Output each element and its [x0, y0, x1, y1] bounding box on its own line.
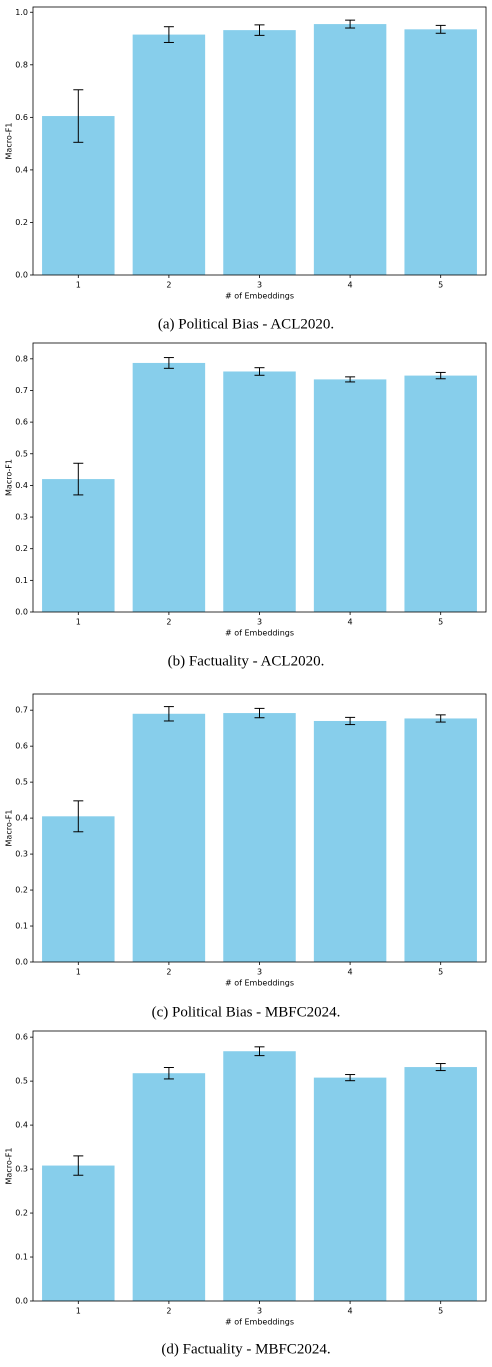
bar	[313, 379, 387, 612]
y-tick-label: 0.0	[15, 608, 28, 617]
bar	[42, 1165, 115, 1301]
y-tick-label: 0.0	[15, 1297, 28, 1306]
bar	[223, 713, 296, 962]
bar	[404, 29, 477, 276]
y-tick-label: 0.6	[15, 418, 28, 427]
x-tick-label: 3	[257, 1307, 262, 1316]
caption: (a) Political Bias - ACL2020.	[158, 316, 334, 332]
x-tick-label: 5	[438, 1307, 443, 1316]
x-tick-label: 2	[166, 281, 171, 290]
x-tick-label: 5	[438, 618, 443, 627]
x-tick-label: 1	[76, 618, 81, 627]
y-tick-label: 0.5	[15, 778, 28, 787]
y-tick-label: 0.7	[15, 386, 28, 395]
axes-frame	[32, 342, 487, 613]
y-tick-label: 0.4	[15, 481, 28, 490]
bar	[132, 1073, 206, 1301]
axes-frame	[32, 6, 487, 276]
bar	[313, 1077, 387, 1301]
x-tick-label: 3	[257, 618, 262, 627]
y-tick-label: 0.3	[15, 1165, 28, 1174]
x-tick-label: 1	[76, 281, 81, 290]
x-axis-label: # of Embeddings	[225, 979, 294, 988]
axes-frame	[32, 693, 487, 963]
y-tick-label: 0.8	[15, 354, 28, 363]
y-tick-label: 0.4	[15, 814, 28, 823]
x-axis-label: # of Embeddings	[225, 292, 294, 301]
y-tick-label: 0.3	[15, 850, 28, 859]
bar	[132, 34, 206, 276]
y-tick-label: 0.2	[15, 886, 28, 895]
x-tick-label: 4	[348, 618, 353, 627]
x-tick-label: 1	[76, 968, 81, 977]
y-axis-label: Macro-F1	[5, 1148, 14, 1185]
bar	[404, 718, 477, 962]
x-axis-label: # of Embeddings	[225, 1318, 294, 1327]
x-axis-label: # of Embeddings	[225, 629, 294, 638]
y-tick-label: 0.2	[15, 544, 28, 553]
x-tick-label: 4	[348, 1307, 353, 1316]
axes-frame	[32, 1030, 487, 1302]
x-tick-label: 4	[348, 281, 353, 290]
bar	[313, 24, 387, 276]
y-tick-label: 0.4	[15, 165, 28, 174]
y-tick-label: 0.1	[15, 922, 28, 931]
bar	[42, 479, 115, 612]
y-tick-label: 0.0	[15, 271, 28, 280]
bar	[313, 720, 387, 962]
y-tick-label: 0.6	[15, 113, 28, 122]
y-tick-label: 0.6	[15, 742, 28, 751]
y-axis-label: Macro-F1	[5, 459, 14, 496]
y-tick-label: 1.0	[15, 8, 28, 17]
bar	[223, 30, 296, 276]
x-tick-label: 5	[438, 281, 443, 290]
x-tick-label: 5	[438, 968, 443, 977]
caption: (b) Factuality - ACL2020.	[168, 653, 325, 669]
y-tick-label: 0.7	[15, 706, 28, 715]
x-tick-label: 3	[257, 281, 262, 290]
y-tick-label: 0.8	[15, 60, 28, 69]
y-tick-label: 0.2	[15, 1209, 28, 1218]
y-tick-label: 0.4	[15, 1121, 28, 1130]
x-tick-label: 4	[348, 968, 353, 977]
caption: (d) Factuality - MBFC2024.	[161, 1341, 330, 1357]
y-tick-label: 0.5	[15, 449, 28, 458]
y-axis-label: Macro-F1	[5, 123, 14, 160]
x-tick-label: 2	[166, 968, 171, 977]
bar	[404, 375, 477, 612]
caption: (c) Political Bias - MBFC2024.	[152, 1004, 341, 1020]
bar	[132, 362, 206, 612]
x-tick-label: 2	[166, 1307, 171, 1316]
bar	[42, 816, 115, 962]
y-tick-label: 0.0	[15, 958, 28, 967]
y-tick-label: 0.2	[15, 218, 28, 227]
y-tick-label: 0.1	[15, 1253, 28, 1262]
bar	[223, 371, 296, 612]
bar	[132, 713, 206, 962]
y-tick-label: 0.5	[15, 1077, 28, 1086]
x-tick-label: 3	[257, 968, 262, 977]
x-tick-label: 1	[76, 1307, 81, 1316]
x-tick-label: 2	[166, 618, 171, 627]
y-tick-label: 0.1	[15, 576, 28, 585]
bar	[404, 1067, 477, 1301]
bar	[223, 1051, 296, 1301]
y-tick-label: 0.3	[15, 513, 28, 522]
y-tick-label: 0.6	[15, 1033, 28, 1042]
y-axis-label: Macro-F1	[5, 810, 14, 847]
